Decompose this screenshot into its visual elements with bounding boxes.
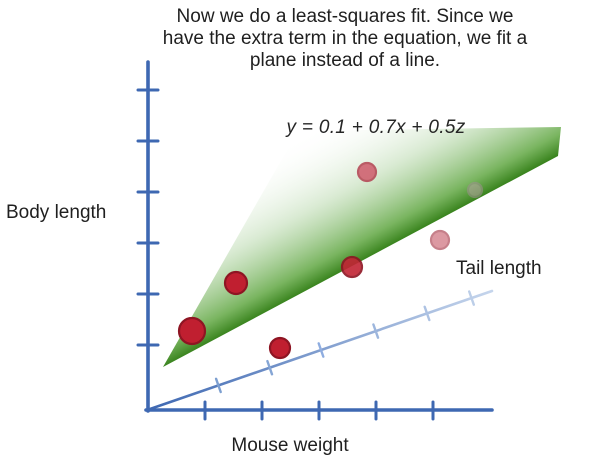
slide-title: Now we do a least-squares fit. Since we … xyxy=(162,6,528,71)
xy-axes xyxy=(136,60,494,421)
data-point xyxy=(429,229,451,251)
y-axis-label: Body length xyxy=(6,202,107,223)
z-axis-tick xyxy=(372,323,380,339)
data-point xyxy=(177,316,207,346)
data-point xyxy=(223,270,249,296)
data-points xyxy=(177,161,484,360)
z-axis-label: Tail length xyxy=(456,258,542,279)
z-axis-tick xyxy=(317,342,325,358)
data-point xyxy=(356,161,378,183)
data-point xyxy=(268,336,292,360)
z-axis-tick xyxy=(468,290,475,306)
fit-equation: y = 0.1 + 0.7x + 0.5z xyxy=(286,117,466,138)
fitted-plane xyxy=(163,127,561,367)
z-axis-tick xyxy=(423,305,431,322)
z-axis-tick xyxy=(266,359,274,376)
z-axis-tick xyxy=(214,377,222,394)
z-axis xyxy=(148,289,494,411)
data-point xyxy=(340,255,364,279)
data-point xyxy=(466,181,484,199)
x-axis-label: Mouse weight xyxy=(231,435,349,456)
